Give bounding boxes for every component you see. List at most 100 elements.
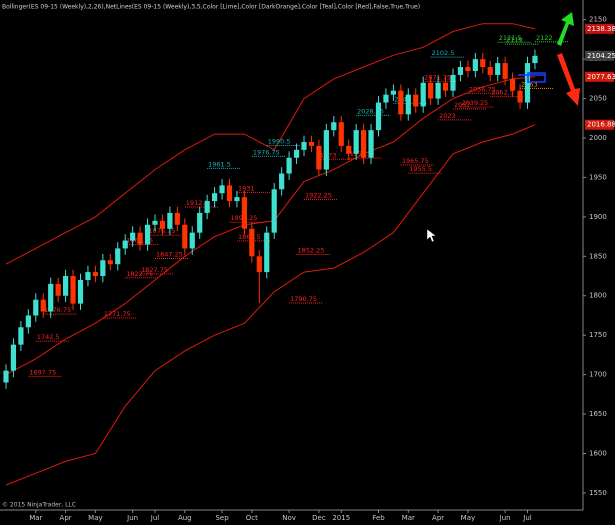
x-tick-label: Jun: [499, 514, 511, 522]
candle-body: [122, 240, 128, 249]
net-line-label: 2102.5: [432, 49, 455, 57]
candle-body: [428, 82, 434, 99]
candle-body: [361, 130, 367, 158]
candle-body: [55, 283, 61, 296]
candle-body: [40, 299, 46, 312]
candle-body: [226, 185, 233, 202]
x-tick-label: 2015: [332, 514, 350, 522]
net-line-label: 1965.75: [402, 157, 429, 165]
candle-body: [107, 260, 113, 265]
candle-body: [10, 344, 17, 371]
y-tick-label: 1600: [589, 449, 607, 457]
candle-body: [85, 272, 91, 280]
net-line-label: 2119: [506, 36, 523, 44]
candle-body: [442, 82, 449, 91]
y-tick-label: 1650: [589, 410, 607, 418]
candle-body: [189, 232, 195, 249]
y-tick-label: 2150: [589, 16, 607, 24]
net-line-label: 2039.25: [461, 99, 488, 107]
net-line-label: 2122: [536, 34, 553, 42]
price-marker-label: 2138.38: [587, 25, 615, 33]
net-line-label: 1912.5: [186, 199, 209, 207]
candle-body: [383, 94, 389, 103]
y-tick-label: 1700: [589, 371, 607, 379]
x-tick-label: Oct: [246, 514, 258, 522]
candle-body: [465, 67, 471, 71]
candle-body: [197, 212, 203, 233]
net-line-label: 1931: [238, 184, 255, 192]
candle-body: [390, 90, 396, 95]
net-line-label: 1852.25: [298, 247, 325, 255]
indicator-label: Bollinger(ES 09-15 (Weekly),2,26),NetLin…: [2, 4, 420, 11]
candle-body: [271, 189, 277, 233]
net-line-label: 1955.5: [409, 165, 432, 173]
candle-body: [264, 232, 270, 273]
candle-body: [130, 232, 136, 241]
x-tick-label: May: [461, 514, 475, 522]
candle-body: [234, 197, 240, 202]
candle-body: [3, 370, 9, 383]
net-line-label: 1776.75: [44, 306, 71, 314]
net-line-label: 1790.75: [290, 295, 317, 303]
candle-body: [413, 94, 419, 107]
candle-body: [457, 67, 464, 75]
candle-body: [219, 185, 225, 194]
candle-body: [502, 63, 508, 79]
price-marker-label: 2077.63: [587, 73, 615, 81]
net-line-label: 1697.75: [29, 368, 56, 376]
candle-body: [435, 82, 441, 99]
candle-body: [241, 197, 247, 229]
net-line-label: 1827.75: [141, 266, 168, 274]
copyright: © 2015 NinjaTrader, LLC: [2, 502, 76, 509]
candle-body: [144, 224, 151, 245]
y-tick-label: 1950: [589, 173, 607, 181]
down-arrow: [557, 53, 580, 106]
candle-body: [450, 74, 456, 91]
candle-body: [293, 149, 300, 158]
x-tick-label: Mar: [29, 514, 42, 522]
candle-body: [338, 122, 344, 146]
x-tick-label: Feb: [372, 514, 385, 522]
candle-body: [279, 173, 285, 190]
net-line-label: 2037: [454, 101, 471, 109]
y-tick-label: 1750: [589, 331, 607, 339]
net-line-label: 1922.25: [305, 191, 332, 199]
x-tick-label: Jun: [126, 514, 138, 522]
candle-body: [495, 63, 501, 75]
candle-body: [48, 283, 54, 312]
price-marker-label: 2016.88: [587, 121, 615, 129]
price-marker-box: [585, 23, 614, 34]
candle-body: [174, 212, 180, 225]
candle-body: [100, 260, 106, 277]
x-tick-label: Dec: [312, 514, 326, 522]
price-marker-label: 2104.25: [587, 52, 615, 60]
candle-body: [249, 228, 255, 257]
candle-body: [33, 299, 39, 316]
candle-body: [472, 59, 478, 71]
x-tick-label: Nov: [282, 514, 296, 522]
candle-body: [353, 130, 359, 154]
x-tick-label: Jul: [150, 514, 160, 522]
candle-body: [18, 327, 24, 345]
net-line-label: 1847.25: [156, 250, 183, 258]
x-tick-label: Aug: [178, 514, 192, 522]
bollinger-band: [5, 124, 536, 486]
candle-body: [420, 82, 426, 107]
y-tick-label: 1850: [589, 252, 607, 260]
candle-body: [368, 130, 374, 158]
candle-body: [405, 94, 411, 115]
price-marker-box: [585, 50, 614, 61]
candle-body: [517, 90, 523, 103]
candle-body: [331, 122, 337, 131]
candle-body: [63, 276, 69, 296]
candle-body: [532, 55, 538, 64]
candle-body: [301, 141, 307, 150]
net-line-label: 1990.5: [268, 138, 291, 146]
candle-body: [212, 193, 218, 202]
plot-area: 1550 1600 1650 1700 1750 1800 1850 1900 1950 2000…: [3, 16, 607, 522]
net-line-label: 1771.75: [104, 310, 131, 318]
candle-body: [70, 276, 76, 304]
